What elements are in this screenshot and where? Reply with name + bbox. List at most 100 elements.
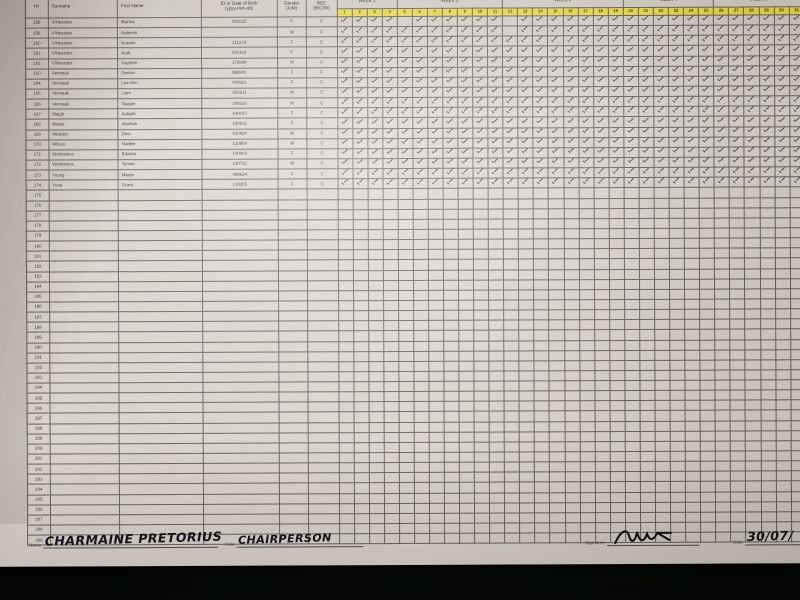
attendance-cell[interactable] — [459, 472, 475, 483]
attendance-cell[interactable] — [489, 512, 505, 524]
attendance-cell[interactable] — [413, 421, 430, 433]
attendance-cell[interactable] — [745, 379, 761, 391]
attendance-cell[interactable] — [519, 512, 535, 524]
attendance-cell[interactable] — [609, 390, 625, 401]
attendance-cell[interactable] — [789, 187, 800, 198]
attendance-cell[interactable] — [383, 280, 399, 291]
attendance-cell[interactable] — [760, 491, 777, 502]
attendance-cell[interactable] — [338, 310, 354, 321]
attendance-cell[interactable] — [653, 76, 669, 87]
attendance-cell[interactable] — [548, 269, 565, 280]
attendance-cell[interactable] — [730, 309, 746, 320]
attendance-cell[interactable] — [790, 440, 800, 451]
attendance-cell[interactable] — [352, 97, 368, 108]
attendance-cell[interactable] — [730, 420, 746, 431]
cell-bee[interactable] — [307, 260, 339, 271]
cell-bee[interactable] — [306, 209, 338, 220]
attendance-cell[interactable] — [653, 25, 669, 36]
attendance-cell[interactable] — [517, 36, 533, 47]
attendance-cell[interactable] — [699, 299, 715, 310]
attendance-cell[interactable] — [458, 229, 474, 240]
attendance-cell[interactable] — [714, 238, 730, 249]
attendance-cell[interactable] — [398, 401, 414, 412]
attendance-cell[interactable] — [413, 219, 429, 230]
attendance-cell[interactable] — [759, 207, 775, 218]
attendance-cell[interactable] — [459, 421, 475, 433]
attendance-cell[interactable] — [789, 176, 800, 188]
cell-bee[interactable] — [307, 331, 339, 342]
attendance-cell[interactable] — [427, 158, 443, 169]
cell-id-dob[interactable] — [202, 321, 279, 332]
cell-id-dob[interactable]: 050611 — [201, 88, 278, 99]
attendance-cell[interactable] — [368, 401, 384, 413]
attendance-cell[interactable] — [775, 308, 791, 320]
attendance-cell[interactable] — [593, 15, 609, 26]
row-number[interactable]: 185 — [26, 291, 50, 303]
attendance-cell[interactable] — [504, 462, 520, 473]
attendance-cell[interactable] — [473, 239, 489, 250]
row-number[interactable]: 168 — [25, 119, 49, 130]
attendance-cell[interactable] — [760, 349, 776, 360]
attendance-cell[interactable] — [668, 25, 684, 36]
attendance-cell[interactable] — [533, 218, 549, 229]
attendance-cell[interactable] — [413, 330, 429, 341]
attendance-cell[interactable] — [474, 502, 490, 514]
attendance-cell[interactable] — [564, 390, 580, 402]
attendance-cell[interactable] — [729, 187, 745, 198]
attendance-cell[interactable] — [504, 492, 520, 503]
attendance-cell[interactable] — [609, 248, 625, 259]
cell-surname[interactable]: Wolmarans — [48, 149, 119, 160]
attendance-cell[interactable] — [549, 380, 565, 392]
attendance-cell[interactable] — [413, 361, 429, 372]
attendance-cell[interactable] — [624, 228, 640, 239]
attendance-cell[interactable] — [519, 340, 535, 351]
attendance-cell[interactable] — [457, 97, 473, 108]
attendance-cell[interactable] — [699, 136, 715, 148]
attendance-cell[interactable] — [638, 157, 655, 168]
attendance-cell[interactable] — [759, 248, 776, 259]
cell-surname[interactable] — [49, 230, 119, 242]
attendance-cell[interactable] — [533, 309, 550, 321]
attendance-cell[interactable] — [579, 400, 595, 412]
attendance-cell[interactable] — [354, 503, 370, 514]
cell-id-dob[interactable] — [202, 290, 279, 302]
cell-id-dob[interactable] — [202, 473, 280, 484]
attendance-cell[interactable] — [413, 239, 429, 250]
attendance-cell[interactable] — [684, 157, 700, 168]
attendance-cell[interactable] — [442, 168, 459, 179]
cell-bee[interactable] — [308, 483, 340, 494]
cell-surname[interactable] — [49, 291, 119, 302]
attendance-cell[interactable] — [669, 187, 685, 198]
row-number[interactable]: 177 — [26, 210, 50, 221]
attendance-cell[interactable] — [714, 207, 730, 218]
attendance-cell[interactable] — [624, 238, 640, 249]
attendance-cell[interactable] — [428, 300, 444, 311]
attendance-cell[interactable] — [382, 57, 398, 68]
attendance-cell[interactable] — [458, 310, 474, 321]
attendance-cell[interactable] — [442, 148, 458, 159]
attendance-cell[interactable] — [487, 117, 504, 128]
attendance-cell[interactable] — [382, 107, 398, 118]
attendance-cell[interactable] — [563, 137, 579, 148]
attendance-cell[interactable] — [789, 95, 800, 107]
cell-id-dob[interactable]: 130305 — [201, 179, 279, 190]
attendance-cell[interactable] — [730, 410, 746, 421]
attendance-cell[interactable] — [594, 319, 610, 331]
attendance-cell[interactable] — [488, 360, 505, 372]
attendance-cell[interactable] — [413, 259, 429, 270]
attendance-cell[interactable] — [684, 136, 700, 148]
cell-id-dob[interactable] — [201, 189, 279, 200]
cell-id-dob[interactable]: 120722 — [201, 159, 278, 170]
cell-bee[interactable] — [307, 300, 339, 311]
attendance-cell[interactable] — [563, 167, 579, 179]
attendance-cell[interactable] — [610, 492, 626, 503]
attendance-cell[interactable] — [760, 359, 776, 370]
attendance-cell[interactable] — [353, 442, 369, 453]
attendance-cell[interactable] — [549, 390, 565, 402]
cell-first-name[interactable]: Nadeer — [118, 139, 202, 150]
attendance-cell[interactable] — [458, 340, 474, 351]
attendance-cell[interactable] — [353, 290, 369, 301]
attendance-cell[interactable] — [729, 167, 745, 178]
attendance-cell[interactable] — [579, 330, 595, 341]
attendance-cell[interactable] — [790, 308, 800, 320]
